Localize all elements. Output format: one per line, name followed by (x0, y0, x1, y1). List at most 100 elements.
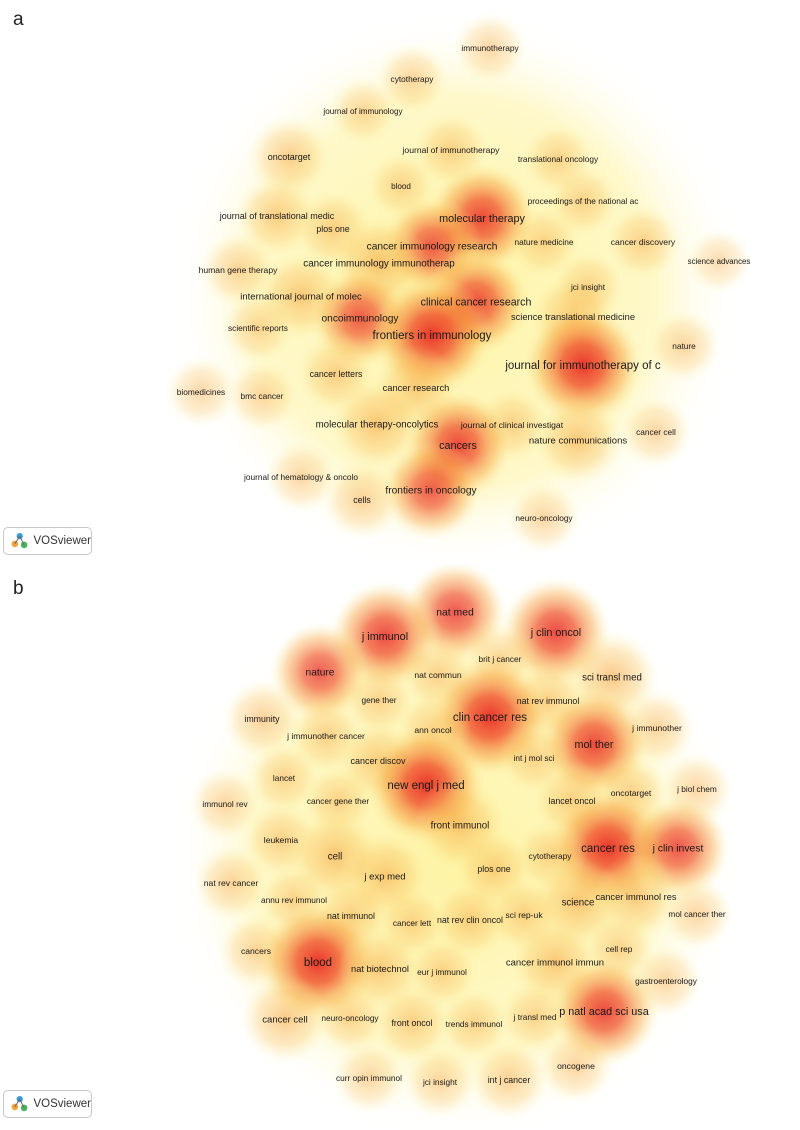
node-label[interactable]: int j mol sci (513, 753, 554, 763)
node-label[interactable]: lancet oncol (549, 796, 596, 806)
node-label[interactable]: j immunol (361, 631, 408, 643)
node-label[interactable]: gastroenterology (635, 976, 698, 986)
node-label[interactable]: nat commun (414, 670, 462, 680)
node-label[interactable]: int j cancer (488, 1075, 531, 1085)
node-label[interactable]: blood (391, 182, 411, 191)
node-label[interactable]: cytotherapy (529, 851, 573, 861)
node-label[interactable]: cancer research (383, 383, 450, 393)
node-label[interactable]: cancer cell (636, 427, 676, 437)
node-label[interactable]: cancer discovery (611, 237, 676, 247)
node-label[interactable]: nat rev cancer (204, 878, 259, 888)
node-label[interactable]: science (562, 897, 595, 908)
node-label[interactable]: journal of clinical investigat (460, 420, 564, 430)
node-label[interactable]: journal of hematology & oncolo (243, 472, 358, 482)
node-label[interactable]: scientific reports (228, 323, 288, 333)
node-label[interactable]: cell rep (606, 944, 633, 954)
node-label[interactable]: clin cancer res (453, 712, 527, 724)
node-label[interactable]: immunol rev (202, 799, 248, 809)
node-label[interactable]: cancer immunol immun (506, 957, 604, 968)
node-label[interactable]: mol cancer ther (668, 909, 725, 919)
node-label[interactable]: biomedicines (177, 387, 225, 397)
node-label[interactable]: front oncol (391, 1018, 432, 1028)
node-label[interactable]: sci transl med (582, 672, 642, 683)
node-label[interactable]: plos one (316, 224, 349, 234)
node-label[interactable]: ann oncol (414, 725, 451, 735)
node-label[interactable]: sci rep-uk (505, 910, 543, 920)
node-label[interactable]: human gene therapy (199, 265, 279, 275)
node-label[interactable]: cytotherapy (391, 74, 435, 84)
node-label[interactable]: nature (672, 341, 696, 351)
node-label[interactable]: j biol chem (676, 784, 717, 794)
node-label[interactable]: cancers (439, 440, 477, 452)
node-label[interactable]: cancers (241, 946, 271, 956)
node-label[interactable]: trends immunol (446, 1019, 503, 1029)
node-label[interactable]: nat biotechnol (351, 964, 409, 974)
node-label[interactable]: cancer gene ther (307, 796, 370, 806)
node-label[interactable]: nat rev clin oncol (437, 915, 503, 925)
vosviewer-badge-a[interactable]: VOSviewer (3, 527, 92, 555)
node-label[interactable]: oncotarget (268, 152, 311, 162)
node-label[interactable]: blood (304, 957, 332, 969)
node-label[interactable]: eur j immunol (417, 967, 467, 977)
node-label[interactable]: neuro-oncology (515, 513, 573, 523)
node-label[interactable]: journal for immunotherapy of c (504, 360, 661, 372)
node-label[interactable]: frontiers in oncology (385, 486, 477, 497)
node-label[interactable]: plos one (477, 864, 510, 874)
node-label[interactable]: bmc cancer (241, 391, 284, 401)
node-label[interactable]: annu rev immunol (261, 895, 327, 905)
node-label[interactable]: science translational medicine (511, 312, 635, 322)
node-label[interactable]: nat med (436, 608, 474, 619)
node-label[interactable]: new engl j med (387, 780, 464, 792)
node-label[interactable]: brit j cancer (479, 654, 522, 664)
node-label[interactable]: proceedings of the national ac (528, 196, 639, 206)
node-label[interactable]: nat immunol (327, 911, 375, 921)
node-label[interactable]: molecular therapy-oncolytics (316, 419, 439, 430)
node-label[interactable]: oncotarget (611, 788, 652, 798)
node-label[interactable]: cancer immunology immunotherap (303, 258, 455, 269)
node-label[interactable]: oncoimmunology (321, 314, 399, 325)
node-label[interactable]: front immunol (431, 820, 490, 831)
node-label[interactable]: jci insight (422, 1077, 458, 1087)
node-label[interactable]: immunotherapy (461, 43, 519, 53)
node-label[interactable]: j immunother cancer (286, 731, 365, 741)
node-label[interactable]: cancer letters (310, 369, 363, 379)
node-label[interactable]: cancer immunol res (595, 892, 676, 902)
node-label[interactable]: cell (328, 851, 343, 862)
node-label[interactable]: nature medicine (514, 237, 573, 247)
vosviewer-badge-b[interactable]: VOSviewer (3, 1090, 92, 1118)
node-label[interactable]: jci insight (570, 282, 606, 292)
node-label[interactable]: j clin oncol (530, 627, 581, 639)
node-label[interactable]: curr opin immunol (336, 1073, 402, 1083)
node-label[interactable]: oncogene (557, 1061, 595, 1071)
node-label[interactable]: cells (353, 495, 371, 505)
node-label[interactable]: cancer res (581, 843, 635, 855)
node-label[interactable]: cancer cell (262, 1014, 307, 1025)
node-label[interactable]: nature communications (529, 435, 627, 446)
node-label[interactable]: cancer immunology research (367, 242, 498, 253)
node-label[interactable]: nat rev immunol (517, 696, 580, 706)
node-label[interactable]: cancer lett (393, 918, 432, 928)
node-label[interactable]: neuro-oncology (321, 1013, 379, 1023)
node-label[interactable]: journal of immunology (322, 107, 403, 116)
node-label[interactable]: cancer discov (350, 756, 406, 766)
node-label[interactable]: immunity (244, 714, 280, 724)
node-label[interactable]: mol ther (574, 739, 613, 751)
node-label[interactable]: j immunother (631, 723, 682, 733)
node-label[interactable]: lancet (273, 773, 296, 783)
node-label[interactable]: j exp med (363, 871, 405, 882)
density-blob (330, 377, 424, 471)
node-label[interactable]: j clin invest (652, 844, 704, 855)
node-label[interactable]: journal of translational medic (219, 211, 335, 221)
node-label[interactable]: translational oncology (518, 154, 599, 164)
node-label[interactable]: j transl med (513, 1012, 557, 1022)
node-label[interactable]: science advances (688, 257, 751, 266)
node-label[interactable]: molecular therapy (439, 213, 525, 225)
node-label[interactable]: international journal of molec (240, 291, 362, 302)
node-label[interactable]: gene ther (361, 695, 396, 705)
node-label[interactable]: p natl acad sci usa (559, 1006, 648, 1018)
node-label[interactable]: journal of immunotherapy (402, 145, 501, 155)
node-label[interactable]: leukemia (264, 835, 299, 845)
node-label[interactable]: nature (306, 668, 335, 679)
node-label[interactable]: clinical cancer research (421, 297, 532, 309)
node-label[interactable]: frontiers in immunology (373, 330, 492, 342)
